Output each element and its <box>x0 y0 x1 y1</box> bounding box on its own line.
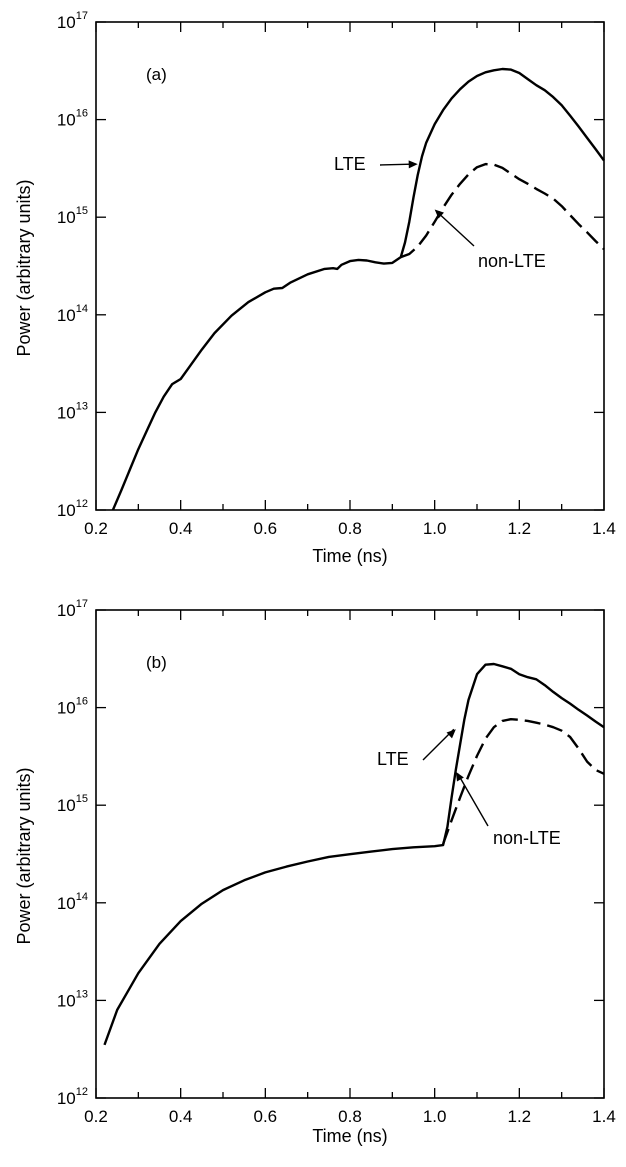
annotation-arrow <box>457 773 489 827</box>
annotation-arrowhead <box>408 160 418 169</box>
y-axis-title: Power (arbitrary units) <box>14 179 34 356</box>
annotation-arrowhead <box>434 209 444 219</box>
panel-label: (a) <box>146 65 167 84</box>
annotation-non-lte: non-LTE <box>478 251 546 271</box>
x-axis-title: Time (ns) <box>312 546 387 566</box>
x-tick-label: 1.0 <box>423 519 447 538</box>
annotation-arrowhead <box>455 771 464 782</box>
y-tick-label: 1013 <box>57 988 88 1010</box>
annotation-non-lte: non-LTE <box>493 828 561 848</box>
y-tick-label: 1015 <box>57 205 88 227</box>
x-tick-label: 0.4 <box>169 1107 193 1126</box>
y-tick-label: 1015 <box>57 793 88 815</box>
y-tick-label: 1012 <box>57 1086 88 1108</box>
chart-panel-b: 0.2 0.4 0.6 0.8 1.0 1.2 1.4 1012 1013 1014 1015 101… <box>14 598 616 1146</box>
x-tick-label: 1.4 <box>592 519 616 538</box>
series-non-lte-line <box>400 162 605 259</box>
y-tick-label: 1016 <box>57 696 88 718</box>
x-tick-label: 0.8 <box>338 519 362 538</box>
x-tick-label: 0.2 <box>84 1107 108 1126</box>
y-tick-label: 1013 <box>57 400 88 422</box>
x-tick-label: 0.8 <box>338 1107 362 1126</box>
panel-label: (b) <box>146 653 167 672</box>
x-tick-label: 1.2 <box>508 519 532 538</box>
x-tick-label: 0.2 <box>84 519 108 538</box>
x-tick-label: 0.6 <box>254 1107 278 1126</box>
x-tick-label: 1.4 <box>592 1107 616 1126</box>
annotation-lte: LTE <box>377 749 409 769</box>
y-tick-label: 1014 <box>57 891 88 913</box>
annotation-lte: LTE <box>334 154 366 174</box>
y-tick-label: 1012 <box>57 498 88 520</box>
chart-panel-a: 0.2 0.4 0.6 0.8 1.0 1.2 1.4 1012 1013 1014 1015 101… <box>14 10 616 566</box>
series-lte-line <box>103 662 605 1046</box>
x-tick-label: 1.0 <box>423 1107 447 1126</box>
y-tick-label: 1017 <box>57 598 88 620</box>
annotation-arrow <box>436 210 475 247</box>
x-tick-label: 0.4 <box>169 519 193 538</box>
y-tick-label: 1014 <box>57 303 88 325</box>
x-axis-title: Time (ns) <box>312 1126 387 1146</box>
y-tick-label: 1017 <box>57 10 88 32</box>
annotation-arrowhead <box>446 729 456 739</box>
x-tick-label: 1.2 <box>508 1107 532 1126</box>
y-axis-title: Power (arbitrary units) <box>14 767 34 944</box>
x-tick-label: 0.6 <box>254 519 278 538</box>
series-non-lte-line <box>441 718 605 845</box>
series-lte-line <box>111 67 605 511</box>
y-tick-label: 1016 <box>57 108 88 130</box>
